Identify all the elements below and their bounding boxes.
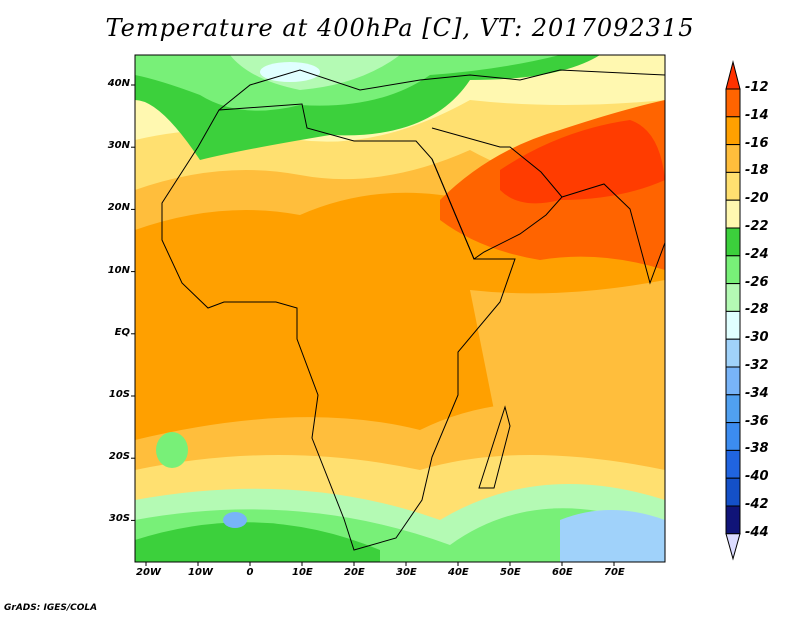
map-frame	[134, 54, 666, 563]
colorbar-swatch	[725, 310, 741, 340]
colorbar-label: -28	[745, 302, 769, 318]
colorbar-swatch	[725, 144, 741, 173]
temperature-field	[135, 55, 665, 562]
lon-label: 0	[246, 567, 254, 578]
colorbar-swatch	[725, 116, 741, 146]
colorbar-swatch	[725, 88, 741, 118]
colorbar-swatch	[725, 255, 741, 285]
colorbar-swatch	[725, 366, 741, 396]
colorbar-label: -26	[745, 274, 769, 290]
colorbar-label: -32	[745, 358, 769, 373]
lon-label: 10E	[292, 567, 313, 578]
lon-label: 50E	[500, 567, 521, 578]
lat-label: 30S	[108, 513, 130, 525]
colorbar-label: -44	[745, 524, 769, 540]
colorbar-label: -16	[745, 135, 769, 151]
colorbar-label: -34	[745, 385, 769, 401]
plot-title: Temperature at 400hPa [C], VT: 201709231…	[105, 14, 695, 42]
coastlines	[161, 69, 665, 551]
lon-label: 60E	[552, 567, 573, 578]
colorbar-label: -22	[745, 219, 769, 234]
lat-label: 10N	[107, 264, 130, 276]
colorbar-swatch	[725, 505, 741, 535]
lon-label: 30E	[396, 567, 417, 578]
lat-label: 20N	[107, 202, 130, 214]
colorbar-label: -18	[745, 163, 769, 179]
colorbar-over-triangle	[725, 60, 741, 90]
colorbar-label: -24	[745, 246, 769, 262]
lat-label: 10S	[108, 389, 130, 400]
colorbar-swatch	[725, 283, 741, 312]
lat-label: 20S	[108, 451, 130, 463]
colorbar-swatch	[725, 227, 741, 257]
lat-label: EQ	[114, 326, 130, 338]
colorbar-under-triangle	[725, 533, 741, 561]
colorbar-swatch	[725, 422, 741, 451]
colorbar-label: -14	[745, 107, 769, 123]
lat-label: 30N	[107, 140, 130, 152]
colorbar-swatch	[725, 449, 741, 479]
colorbar-label: -30	[745, 330, 769, 346]
colorbar	[725, 60, 741, 561]
lon-label: 40E	[448, 567, 469, 578]
colorbar-label: -36	[745, 413, 769, 429]
colorbar-swatch	[725, 477, 741, 507]
lat-label: 40N	[107, 78, 130, 89]
colorbar-label: -40	[745, 469, 769, 485]
colorbar-swatch	[725, 199, 741, 229]
colorbar-swatch	[725, 338, 741, 368]
colorbar-label: -20	[745, 191, 769, 207]
grads-credit: GrADS: IGES/COLA	[4, 603, 98, 613]
colorbar-label: -42	[745, 497, 769, 512]
lon-label: 70E	[604, 567, 625, 578]
colorbar-label: -38	[745, 441, 769, 457]
colorbar-swatch	[725, 394, 741, 424]
lon-label: 20W	[136, 567, 161, 578]
colorbar-swatch	[725, 171, 741, 201]
colorbar-label: -12	[745, 80, 769, 95]
lon-label: 10W	[188, 567, 213, 578]
lon-label: 20E	[344, 567, 365, 578]
